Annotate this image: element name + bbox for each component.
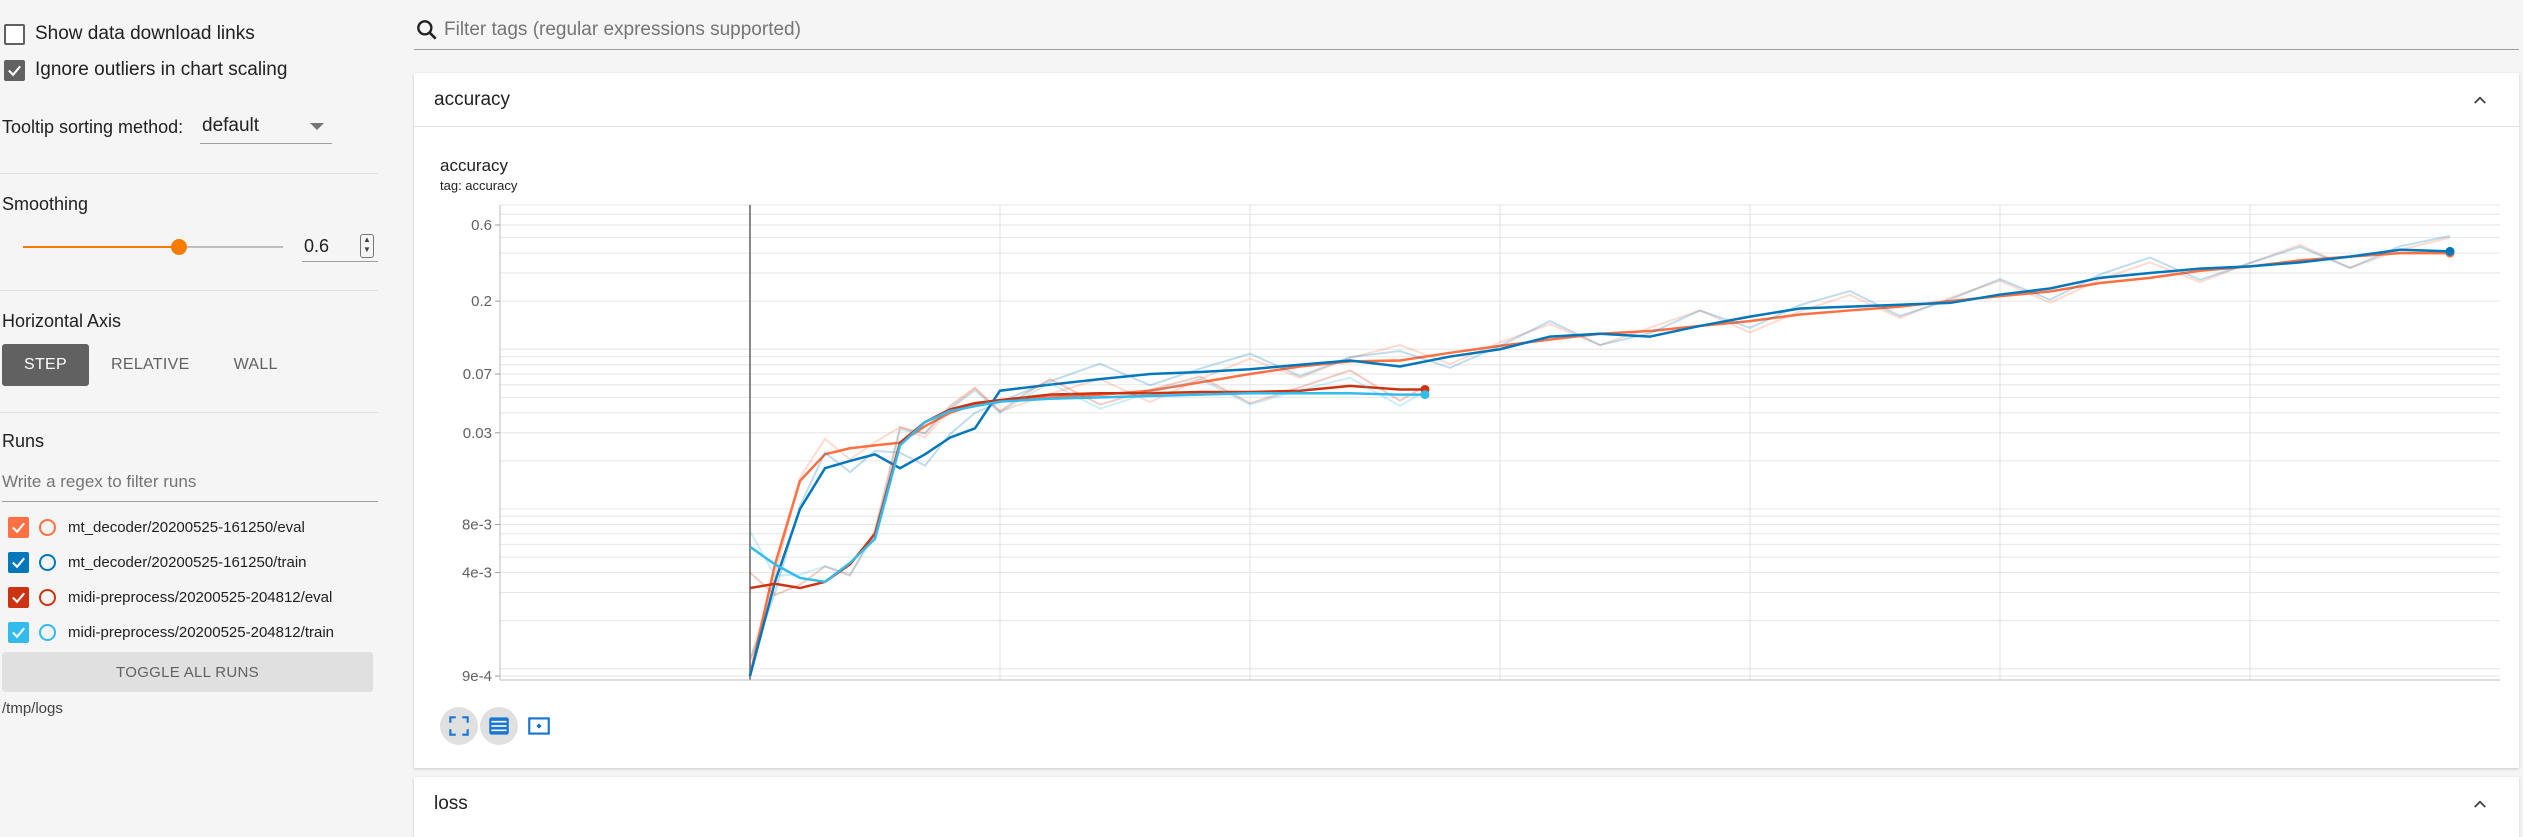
y-tick-label: 4e-3 (462, 565, 492, 582)
series-endpoint (1420, 390, 1430, 400)
series-line (748, 248, 2451, 677)
runs-label: Runs (2, 431, 45, 451)
run-color-circle-icon[interactable] (39, 624, 56, 641)
smoothing-slider-thumb[interactable] (171, 239, 187, 255)
y-tick-label: 9e-4 (462, 668, 492, 685)
logdir-path: /tmp/logs (2, 700, 63, 717)
run-item[interactable]: midi-preprocess/20200525-204812/eval (8, 587, 332, 608)
tooltip-sorting-value: default (202, 115, 260, 136)
chart-title: accuracy (440, 156, 509, 175)
chart-toolbar (440, 707, 560, 745)
run-checkbox[interactable] (8, 552, 29, 573)
chevron-up-icon[interactable] (2471, 795, 2489, 813)
fit-domain-icon (449, 716, 469, 736)
x-tick-label: 0 (746, 687, 754, 690)
smoothing-input[interactable]: 0.6 ▲ ▼ (302, 232, 378, 262)
check-icon (12, 522, 25, 534)
series-line (749, 392, 1425, 584)
toggle-all-runs-button[interactable]: TOGGLE ALL RUNS (2, 652, 373, 692)
tag-filter-placeholder: Filter tags (regular expressions support… (444, 18, 801, 40)
run-checkbox[interactable] (8, 517, 29, 538)
loss-section-header[interactable]: loss (414, 777, 2519, 831)
check-icon (12, 627, 25, 639)
x-tick-label: 30 (1492, 687, 1509, 690)
fit-domain-button[interactable] (440, 707, 478, 745)
smoothing-label: Smoothing (2, 194, 89, 214)
select-zoom-button[interactable] (520, 707, 558, 745)
run-name: midi-preprocess/20200525-204812/eval (68, 589, 333, 606)
run-item[interactable]: mt_decoder/20200525-161250/eval (8, 517, 305, 538)
run-color-circle-icon[interactable] (39, 554, 56, 571)
run-item[interactable]: mt_decoder/20200525-161250/train (8, 552, 307, 573)
run-checkbox[interactable] (8, 622, 29, 643)
smoothing-slider-fill (23, 246, 179, 248)
horizontal-axis-buttons: STEP RELATIVE WALL (2, 344, 300, 386)
y-tick-label: 0.03 (463, 425, 492, 442)
accuracy-chart[interactable]: 0.6 0.2 0.07 0.03 8e-3 4e-3 9e-4 0 10 20 30 40 50 60 (430, 200, 2510, 690)
log-scale-button[interactable] (480, 707, 518, 745)
run-color-circle-icon[interactable] (39, 589, 56, 606)
series-endpoint (2445, 246, 2455, 256)
runs-filter-placeholder: Write a regex to filter runs (2, 472, 197, 491)
x-tick-label: 10 (992, 687, 1009, 690)
search-icon (417, 19, 437, 40)
chevron-up-icon[interactable] (2471, 91, 2489, 109)
chart-subtitle: tag: accuracy (440, 178, 518, 193)
ignore-outliers-checkbox[interactable]: Ignore outliers in chart scaling (4, 59, 287, 81)
axis-relative-button[interactable]: RELATIVE (111, 356, 190, 373)
smoothing-value: 0.6 (304, 236, 330, 256)
series-raw-line (749, 376, 1426, 577)
horizontal-axis-label: Horizontal Axis (2, 311, 122, 331)
run-item[interactable]: midi-preprocess/20200525-204812/train (8, 622, 334, 643)
divider (0, 173, 378, 174)
check-icon (12, 592, 25, 604)
y-tick-label: 0.2 (471, 293, 492, 310)
run-checkbox[interactable] (8, 587, 29, 608)
section-title: loss (434, 793, 468, 814)
divider (0, 412, 378, 413)
log-scale-icon (489, 717, 509, 735)
tooltip-sorting-label: Tooltip sorting method: (2, 117, 184, 137)
axis-wall-button[interactable]: WALL (233, 356, 278, 373)
accuracy-section-header[interactable]: accuracy (414, 73, 2519, 127)
y-tick-label: 8e-3 (462, 516, 492, 533)
spinner-icon[interactable]: ▲ ▼ (360, 234, 374, 258)
runs-filter-input[interactable]: Write a regex to filter runs (2, 470, 378, 502)
run-name: midi-preprocess/20200525-204812/train (68, 624, 335, 641)
run-name: mt_decoder/20200525-161250/train (68, 554, 307, 571)
series-raw-line (749, 234, 2451, 661)
run-color-circle-icon[interactable] (39, 519, 56, 536)
section-title: accuracy (434, 88, 511, 110)
sidebar: Show data download links Ignore outliers… (0, 0, 378, 821)
show-download-links-label: Show data download links (35, 23, 255, 44)
check-icon (8, 65, 21, 76)
check-icon (12, 557, 25, 569)
dropdown-caret-icon (310, 123, 324, 130)
checkbox-box[interactable] (4, 23, 25, 45)
accuracy-section: accuracy (414, 73, 2519, 768)
select-zoom-icon (528, 717, 550, 735)
show-download-links-checkbox[interactable]: Show data download links (4, 23, 255, 45)
smoothing-slider[interactable] (23, 239, 283, 255)
run-name: mt_decoder/20200525-161250/eval (68, 519, 305, 536)
tooltip-sorting-select[interactable]: default (200, 112, 332, 144)
divider (0, 290, 378, 291)
series-line (748, 251, 2450, 677)
series-line (749, 384, 1425, 590)
ignore-outliers-label: Ignore outliers in chart scaling (35, 59, 288, 80)
loss-section: loss (414, 777, 2519, 837)
x-tick-label: 50 (1992, 687, 2009, 690)
checkbox-box-checked[interactable] (4, 59, 25, 81)
x-tick-label: 20 (1242, 687, 1259, 690)
axis-step-button[interactable]: STEP (2, 344, 89, 386)
tag-filter-input[interactable]: Filter tags (regular expressions support… (414, 10, 2519, 50)
y-tick-label: 0.6 (471, 217, 492, 234)
x-tick-label: 40 (1742, 687, 1759, 690)
y-tick-label: 0.07 (463, 366, 492, 383)
x-tick-label: 60 (2242, 687, 2259, 690)
